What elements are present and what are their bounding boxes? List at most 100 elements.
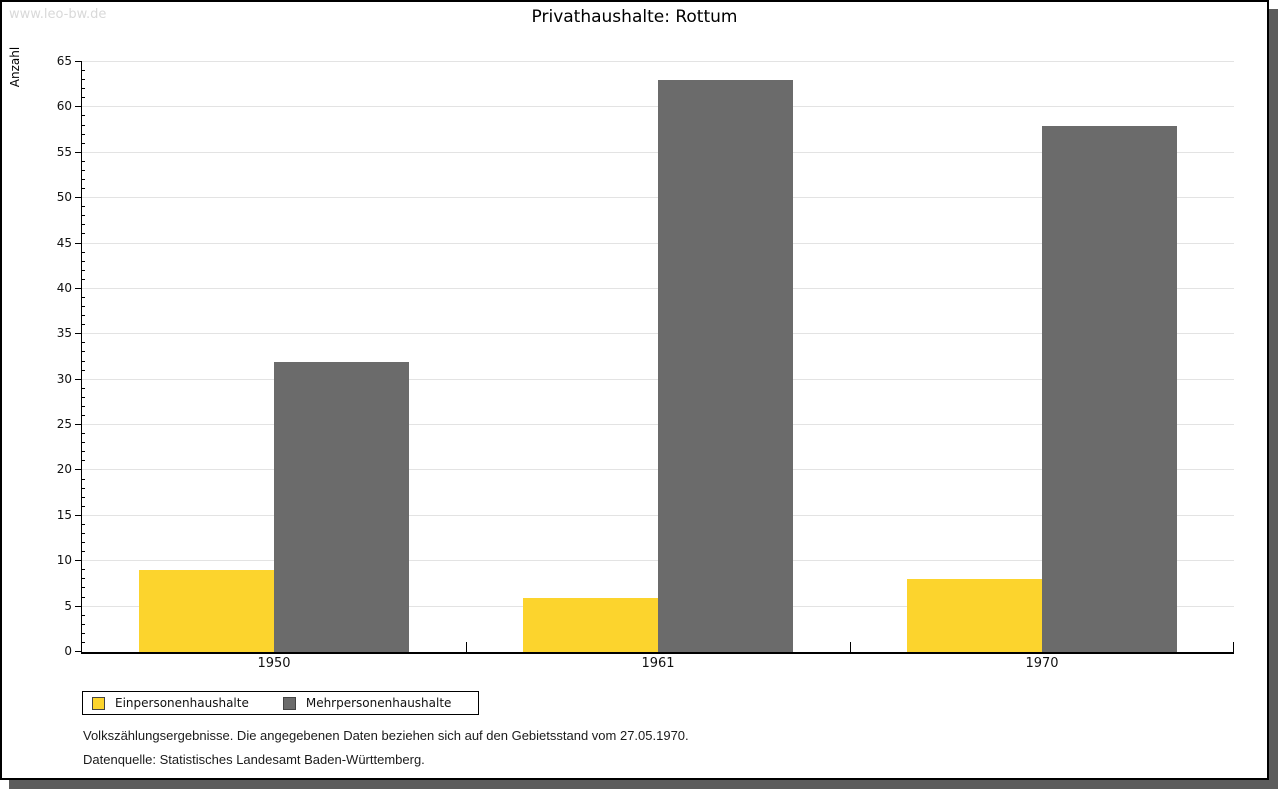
y-tick-label: 25: [56, 417, 72, 432]
y-minor-tick: [82, 188, 85, 190]
y-minor-tick: [82, 206, 85, 208]
y-minor-tick: [82, 478, 85, 480]
y-minor-tick: [82, 269, 85, 271]
y-minor-tick: [82, 623, 85, 625]
y-major-tick: [75, 605, 82, 607]
y-minor-tick: [82, 133, 85, 135]
y-minor-tick: [82, 169, 85, 171]
y-tick-label: 55: [56, 144, 72, 159]
einpersonenhaushalte-bar: [907, 579, 1042, 652]
y-minor-tick: [82, 79, 85, 81]
y-axis-title: Anzahl: [8, 46, 22, 88]
mehrpersonenhaushalte-bar: [658, 80, 793, 652]
legend-swatch-icon: [92, 696, 105, 710]
y-minor-tick: [82, 351, 85, 353]
y-tick-label: 45: [56, 235, 72, 250]
mehrpersonenhaushalte-bar: [1042, 125, 1177, 652]
y-minor-tick: [82, 396, 85, 398]
y-major-tick: [75, 424, 82, 426]
y-minor-tick: [82, 569, 85, 571]
y-gridline: [82, 61, 1234, 62]
y-minor-tick: [82, 596, 85, 598]
y-minor-tick: [82, 578, 85, 580]
y-minor-tick: [82, 387, 85, 389]
y-minor-tick: [82, 251, 85, 253]
y-minor-tick: [82, 551, 85, 553]
y-minor-tick: [82, 442, 85, 444]
y-tick-label: 60: [56, 99, 72, 114]
y-major-tick: [75, 469, 82, 471]
y-major-tick: [75, 287, 82, 289]
y-minor-tick: [82, 369, 85, 371]
y-tick-label: 50: [56, 190, 72, 205]
y-minor-tick: [82, 415, 85, 416]
y-minor-tick: [82, 315, 85, 317]
y-minor-tick: [82, 233, 85, 235]
footnote-datenquelle: Datenquelle: Statistisches Landesamt Bad…: [83, 752, 425, 767]
y-minor-tick: [82, 124, 85, 126]
y-tick-label: 30: [56, 371, 72, 386]
y-minor-tick: [82, 224, 85, 226]
y-tick-label: 10: [56, 553, 72, 568]
plot-area: 0 5 10 15 20 25 30 35 40 45 50 55 60 65 1950 1961 1970: [57, 54, 1234, 671]
x-boundary-tick: [1233, 642, 1234, 652]
y-minor-tick: [82, 614, 85, 616]
y-minor-tick: [82, 496, 85, 498]
y-minor-tick: [82, 342, 85, 344]
y-major-tick: [75, 197, 82, 199]
x-tick-label: 1970: [1025, 656, 1059, 671]
y-minor-tick: [82, 179, 85, 180]
legend-swatch-icon: [282, 696, 296, 710]
y-tick-label: 5: [64, 598, 72, 613]
y-major-tick: [75, 333, 82, 335]
y-minor-tick: [82, 632, 85, 634]
y-minor-tick: [82, 433, 85, 435]
y-tick-label: 20: [56, 462, 72, 477]
y-minor-tick: [82, 542, 85, 544]
mehrpersonenhaushalte-bar: [274, 361, 409, 652]
x-tick-label: 1950: [257, 656, 291, 671]
legend-label: Mehrpersonenhaushalte: [305, 696, 452, 710]
y-minor-tick: [82, 215, 85, 217]
y-tick-label: 15: [56, 507, 72, 522]
y-major-tick: [75, 106, 82, 108]
y-minor-tick: [82, 97, 85, 99]
y-minor-tick: [82, 533, 85, 534]
einpersonenhaushalte-bar: [139, 570, 274, 652]
y-major-tick: [75, 61, 82, 62]
y-minor-tick: [82, 142, 85, 144]
y-minor-tick: [82, 460, 85, 462]
y-minor-tick: [82, 451, 85, 453]
y-minor-tick: [82, 641, 85, 643]
y-minor-tick: [82, 505, 85, 507]
y-major-tick: [75, 560, 82, 562]
y-major-tick: [75, 514, 82, 516]
y-minor-tick: [82, 324, 85, 326]
y-minor-tick: [82, 523, 85, 525]
y-minor-tick: [82, 260, 85, 262]
y-major-tick: [75, 151, 82, 153]
y-minor-tick: [82, 360, 85, 362]
legend-label: Einpersonenhaushalte: [115, 696, 249, 710]
x-boundary-tick: [466, 642, 467, 652]
y-major-tick: [75, 651, 82, 652]
chart-page: www.leo-bw.de Privathaushalte: Rottum An…: [0, 0, 1269, 780]
y-minor-tick: [82, 297, 85, 298]
footnote-gebietsstand: Volkszählungsergebnisse. Die angegebenen…: [83, 728, 689, 743]
y-minor-tick: [82, 88, 85, 90]
y-tick-label: 40: [56, 280, 72, 295]
legend-item-einpersonenhaushalte: Einpersonenhaushalte: [92, 696, 249, 710]
y-tick-label: 0: [64, 644, 72, 658]
y-minor-tick: [82, 115, 85, 117]
x-boundary-tick: [850, 642, 851, 652]
legend-item-mehrpersonenhaushalte: Mehrpersonenhaushalte: [282, 696, 452, 710]
y-minor-tick: [82, 487, 85, 489]
y-minor-tick: [82, 278, 85, 280]
y-major-tick: [75, 378, 82, 380]
y-tick-label: 35: [56, 326, 72, 341]
chart-title: Privathaushalte: Rottum: [531, 7, 738, 27]
x-tick-label: 1961: [641, 656, 675, 671]
y-minor-tick: [82, 160, 85, 162]
y-minor-tick: [82, 587, 85, 589]
y-minor-tick: [82, 306, 85, 308]
